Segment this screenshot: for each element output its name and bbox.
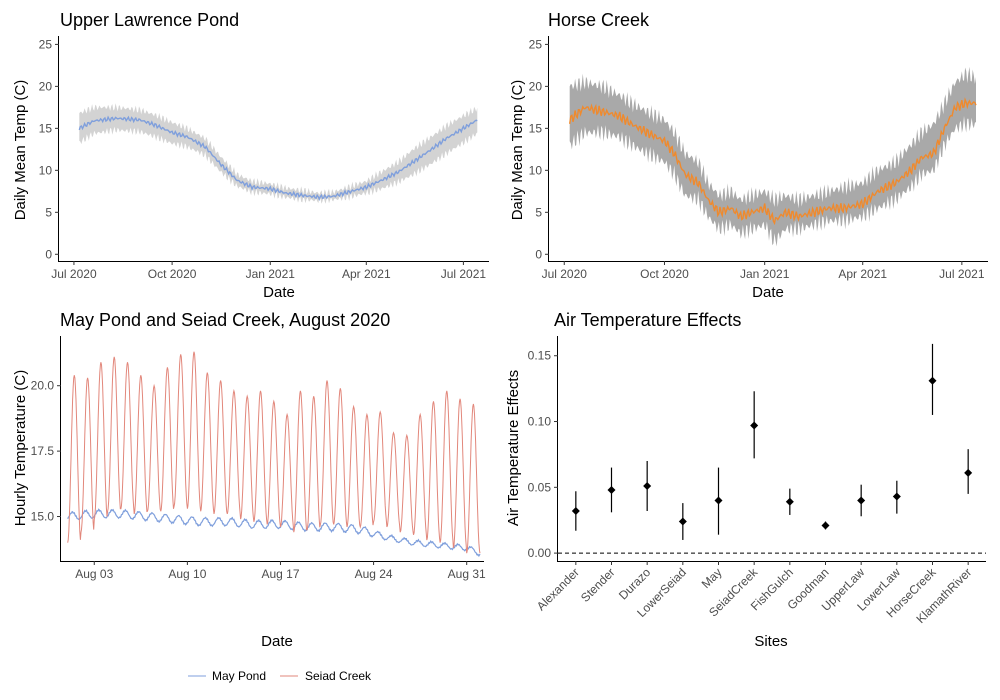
y-axis-title: Air Temperature Effects (505, 370, 522, 526)
x-tick-label: Jan 2021 (246, 267, 296, 281)
y-tick-label: 0 (45, 247, 52, 261)
line-layer (67, 351, 481, 558)
y-tick-label: 20 (529, 79, 543, 93)
x-tick-label: Jul 2020 (51, 267, 97, 281)
y-tick-label: 0.00 (528, 546, 552, 560)
estimate-point (571, 507, 580, 515)
band-layer (569, 66, 976, 247)
y-tick-label: 10 (39, 163, 53, 177)
mean-temp-line (569, 97, 977, 226)
y-tick-label: 17.5 (31, 444, 55, 458)
y-tick-label: 15.0 (31, 510, 55, 524)
y-tick-label: 5 (45, 205, 52, 219)
x-tick-label: Jul 2021 (441, 267, 487, 281)
series-line-may-pond (67, 508, 481, 558)
line-layer (78, 115, 478, 202)
mean-temp-line (78, 115, 478, 202)
estimate-point (821, 521, 830, 530)
x-tick-label: Aug 17 (261, 567, 299, 581)
confidence-band (79, 103, 478, 204)
estimate-point (892, 492, 901, 501)
estimate-point (678, 517, 687, 526)
confidence-band (569, 66, 976, 247)
chart-title: May Pond and Seiad Creek, August 2020 (60, 310, 390, 330)
chart-title: Air Temperature Effects (554, 310, 741, 330)
y-axis-title: Hourly Temperature (C) (12, 370, 29, 526)
chart-title: Horse Creek (548, 10, 650, 30)
estimate-point (643, 482, 652, 490)
y-tick-label: 15 (39, 121, 53, 135)
x-ticks: Jul 2020 Oct 2020 Jan 2021 Apr 2021 Jul 2021 (542, 261, 985, 281)
y-tick-label: 0.05 (528, 480, 552, 494)
x-ticks: Jul 2020 Oct 2020 Jan 2021 Apr 2021 Jul 2021 (51, 261, 486, 281)
estimate-point (857, 496, 866, 505)
x-axis-title: Date (263, 284, 295, 301)
estimate-point (750, 421, 759, 430)
x-tick-label: Aug 31 (448, 567, 486, 581)
x-tick-label: Aug 24 (355, 567, 393, 581)
band-layer (79, 103, 478, 204)
chart-title: Upper Lawrence Pond (60, 10, 239, 30)
y-axis-title: Daily Mean Temp (C) (12, 80, 29, 221)
y-ticks: 15.0 17.5 20.0 (31, 379, 61, 524)
x-tick-label: Aug 10 (168, 567, 206, 581)
x-ticks: Aug 03 Aug 10 Aug 17 Aug 24 Aug 31 (75, 561, 486, 581)
series-line-seiad-creek (67, 351, 481, 554)
y-axis-title: Daily Mean Temp (C) (509, 80, 526, 221)
y-ticks: 0 5 10 15 20 25 (39, 37, 59, 261)
y-tick-label: 10 (529, 163, 543, 177)
x-axis-title: Date (752, 284, 784, 301)
x-tick-label: Jul 2021 (939, 267, 985, 281)
y-tick-label: 5 (535, 205, 542, 219)
y-tick-label: 25 (529, 37, 543, 51)
estimate-point (607, 485, 616, 494)
y-tick-label: 0 (535, 247, 542, 261)
estimate-point (714, 496, 723, 505)
y-tick-label: 25 (39, 37, 53, 51)
y-tick-label: 20.0 (31, 379, 55, 393)
estimate-point (928, 376, 937, 385)
legend-label-may-pond: May Pond (212, 669, 266, 683)
points-layer (571, 343, 973, 540)
y-tick-label: 0.10 (528, 415, 552, 429)
x-tick-label: Apr 2021 (838, 267, 887, 281)
x-axis-title: Date (261, 633, 293, 650)
legend: May Pond Seiad Creek (188, 669, 372, 683)
y-ticks: 0 5 10 15 20 25 (529, 37, 549, 261)
x-tick-label: Jul 2020 (542, 267, 588, 281)
panel-may-seiad: May Pond and Seiad Creek, August 2020 15… (12, 310, 486, 683)
x-tick-label: Oct 2020 (148, 267, 197, 281)
legend-label-seiad-creek: Seiad Creek (305, 669, 372, 683)
y-tick-label: 15 (529, 121, 543, 135)
x-axis-title: Sites (754, 633, 787, 650)
x-tick-label: Oct 2020 (640, 267, 689, 281)
line-layer (569, 97, 977, 226)
estimate-point (964, 468, 973, 477)
x-tick-label: Apr 2021 (342, 267, 391, 281)
estimate-point (785, 497, 794, 506)
x-tick-label: Jan 2021 (740, 267, 790, 281)
y-tick-label: 0.15 (528, 349, 552, 363)
y-tick-label: 20 (39, 79, 53, 93)
y-ticks: 0.00 0.05 0.10 0.15 (528, 349, 558, 560)
panel-upper-lawrence: Upper Lawrence Pond 0 5 10 15 20 25 Jul 2020 O… (12, 10, 489, 301)
x-tick-label: Aug 03 (75, 567, 113, 581)
